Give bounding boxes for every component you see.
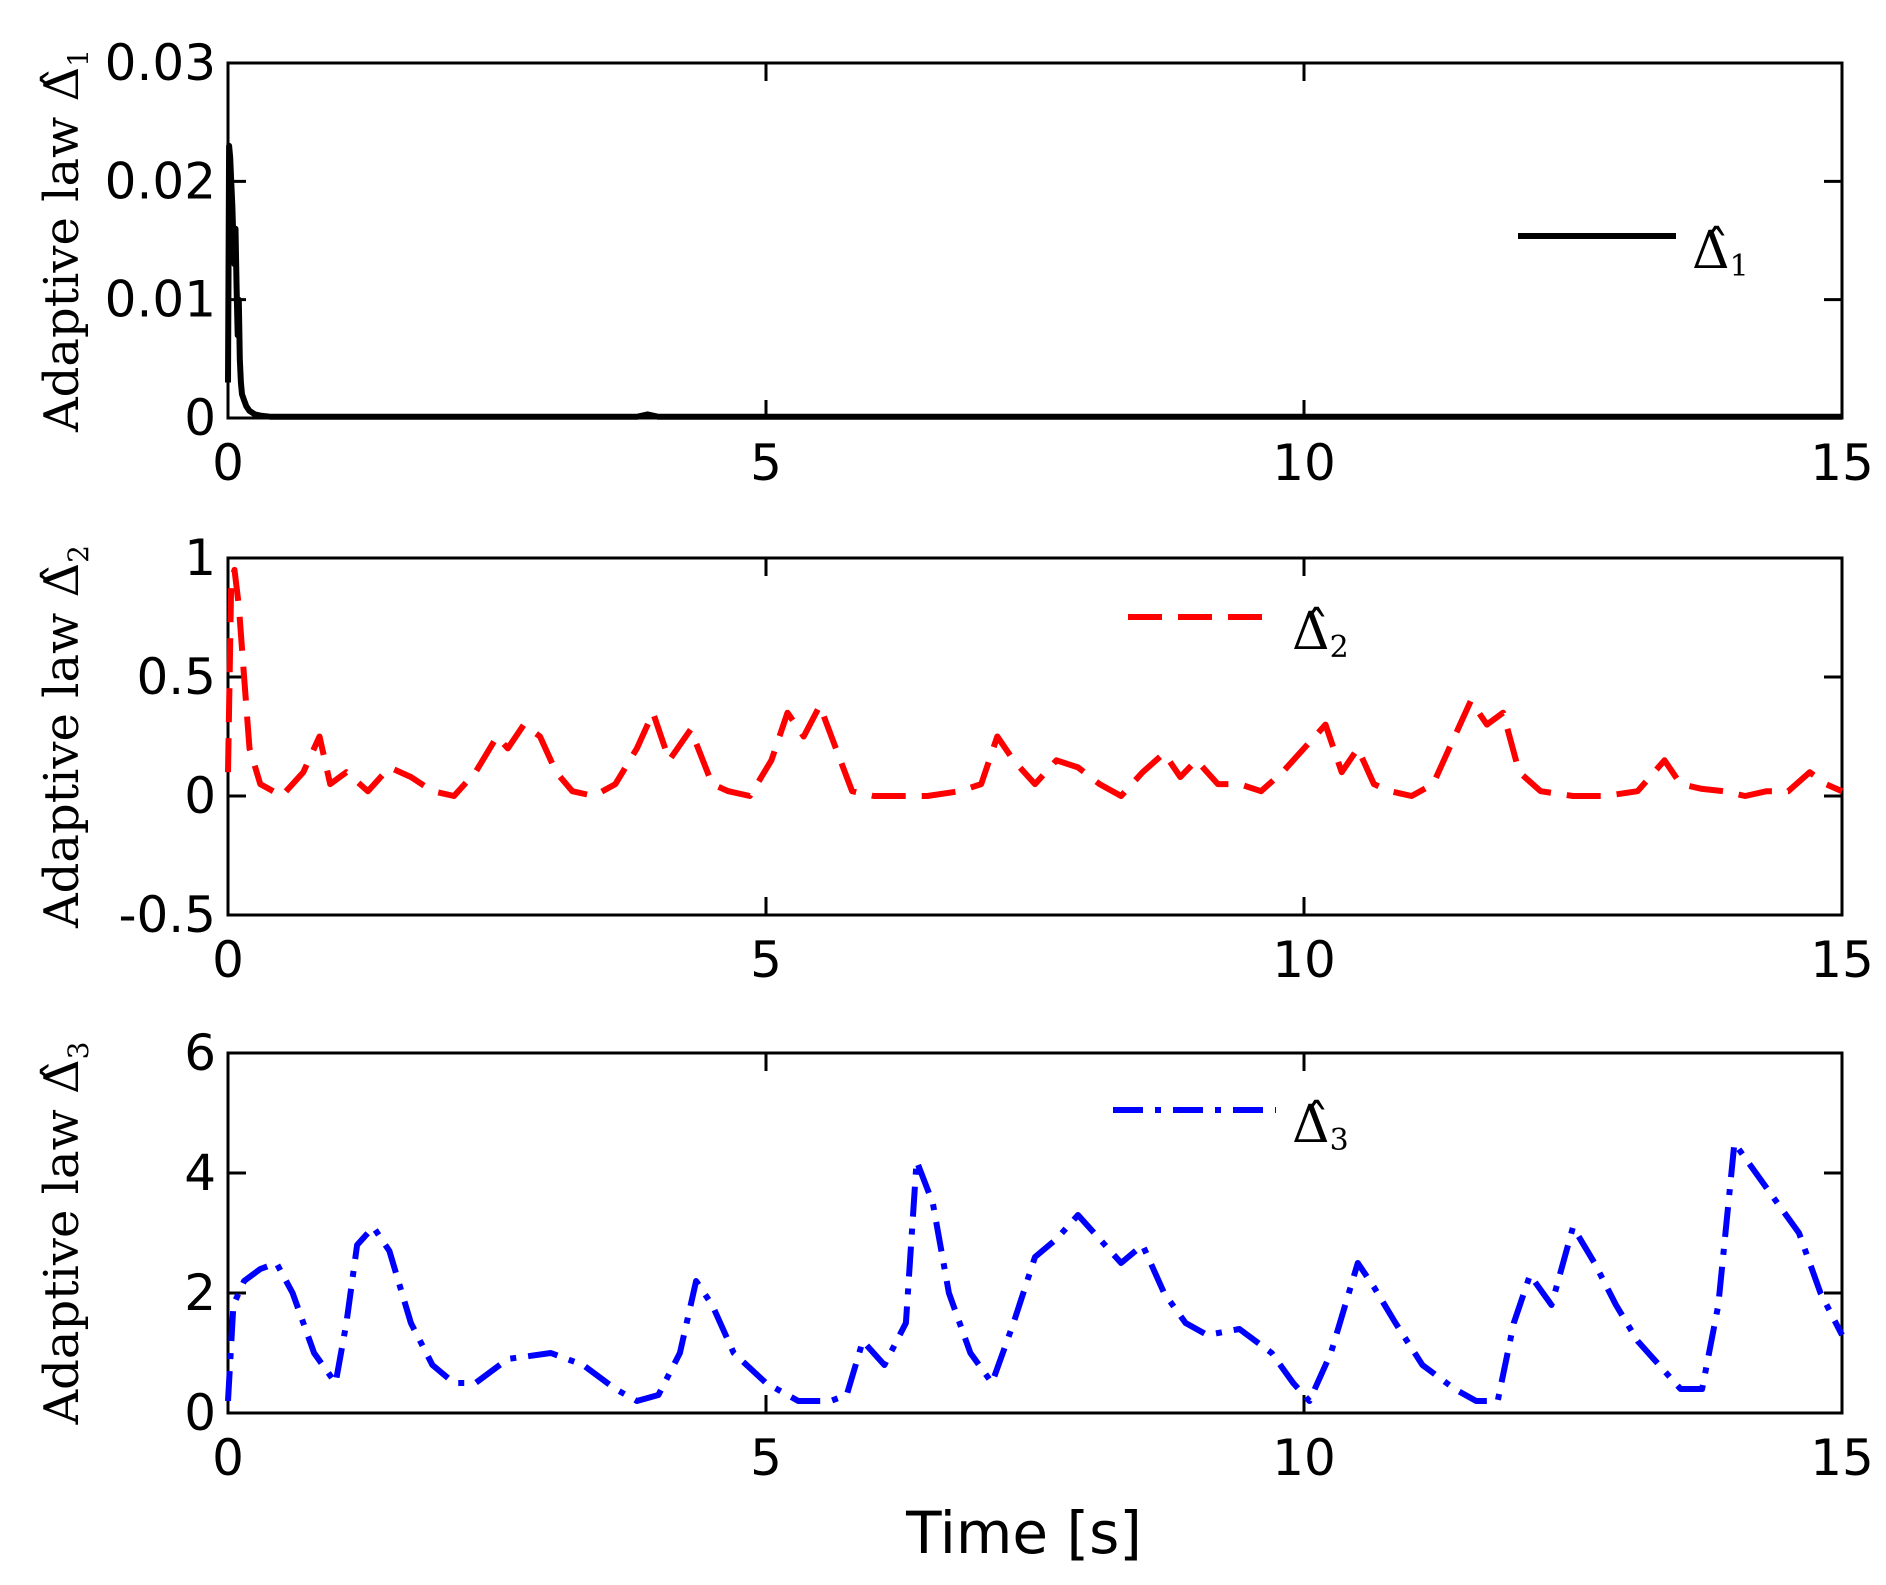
y-axis-label-subscript: 2 <box>62 545 95 563</box>
y-tick-label: 1 <box>184 529 216 587</box>
legend-symbol: Δ̂ <box>1692 221 1730 281</box>
legend-symbol: Δ̂ <box>1292 1095 1330 1155</box>
y-tick-label: -0.5 <box>118 886 216 944</box>
x-tick-label: 10 <box>1272 434 1336 492</box>
y-tick-label: 6 <box>184 1024 216 1082</box>
y-axis-label: Adaptive law Δ̂1 <box>34 49 95 433</box>
y-axis-label-subscript: 3 <box>62 1042 95 1060</box>
y-axis-label-symbol: Δ̂ <box>34 563 90 598</box>
y-tick-label: 0.5 <box>136 648 216 706</box>
y-axis-label: Adaptive law Δ̂2 <box>34 545 95 929</box>
y-tick-label: 0.02 <box>105 152 216 210</box>
y-axis-label-text: Adaptive law <box>34 102 90 433</box>
y-tick-label: 0 <box>184 1384 216 1442</box>
legend-subscript: 1 <box>1730 249 1749 284</box>
series-line-3 <box>225 1140 1845 1404</box>
x-tick-label: 10 <box>1272 1429 1336 1487</box>
y-axis-label-symbol: Δ̂ <box>34 1059 90 1094</box>
x-tick-label: 5 <box>750 931 782 989</box>
series-line-2 <box>225 566 1844 799</box>
x-tick-label: 15 <box>1810 434 1874 492</box>
plot-frame <box>226 61 1844 420</box>
legend-subscript: 2 <box>1330 630 1349 665</box>
y-axis-label-subscript: 1 <box>62 49 95 67</box>
series-line-1 <box>225 142 1842 420</box>
legend-subscript: 3 <box>1330 1123 1349 1158</box>
y-tick-label: 4 <box>184 1144 216 1202</box>
x-tick-label: 15 <box>1810 931 1874 989</box>
legend-label: Δ̂3 <box>1292 1095 1349 1158</box>
legend-label: Δ̂2 <box>1292 602 1349 665</box>
x-tick-label: 0 <box>212 1429 244 1487</box>
x-tick-label: 0 <box>212 434 244 492</box>
y-axis-label-symbol: Δ̂ <box>34 67 90 102</box>
x-tick-label: 5 <box>750 1429 782 1487</box>
x-tick-label: 0 <box>212 931 244 989</box>
legend-symbol: Δ̂ <box>1292 602 1330 662</box>
plot-frame <box>226 556 1844 917</box>
legend-label: Δ̂1 <box>1692 221 1749 284</box>
y-axis-label: Adaptive law Δ̂3 <box>34 1042 95 1426</box>
x-axis-label: Time [s] <box>905 1499 1142 1567</box>
y-tick-label: 0 <box>184 767 216 825</box>
y-tick-label: 0 <box>184 389 216 447</box>
y-tick-label: 2 <box>184 1264 216 1322</box>
x-tick-label: 5 <box>750 434 782 492</box>
plot-frame <box>226 1051 1844 1415</box>
y-tick-label: 0.03 <box>105 34 216 92</box>
y-axis-label-text: Adaptive law <box>34 1094 90 1425</box>
x-tick-label: 10 <box>1272 931 1336 989</box>
y-axis-label-text: Adaptive law <box>34 598 90 929</box>
y-tick-label: 0.01 <box>105 271 216 329</box>
x-tick-label: 15 <box>1810 1429 1874 1487</box>
